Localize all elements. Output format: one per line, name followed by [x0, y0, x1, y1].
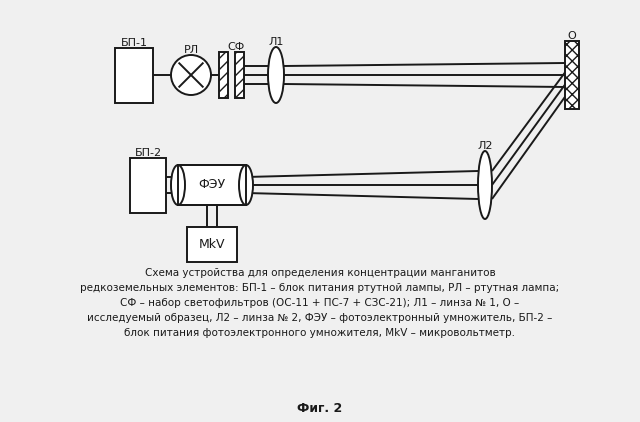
Text: РЛ: РЛ	[184, 45, 198, 55]
Bar	[178, 165, 246, 205]
Text: Схема устройства для определения концентрации манганитов: Схема устройства для определения концент…	[145, 268, 495, 278]
Text: БП-1: БП-1	[120, 38, 147, 48]
Text: исследуемый образец, Л2 – линза № 2, ФЭУ – фотоэлектронный умножитель, БП-2 –: исследуемый образец, Л2 – линза № 2, ФЭУ…	[87, 313, 553, 323]
Text: СФ – набор светофильтров (ОС-11 + ПС-7 + СЗС-21); Л1 – линза № 1, О –: СФ – набор светофильтров (ОС-11 + ПС-7 +…	[120, 298, 520, 308]
Bar	[235, 52, 244, 98]
Text: СФ: СФ	[227, 42, 244, 52]
Ellipse shape	[478, 151, 492, 219]
Bar	[130, 157, 166, 213]
Text: Л1: Л1	[268, 37, 284, 47]
Ellipse shape	[268, 47, 284, 103]
Bar	[565, 41, 579, 109]
Bar	[178, 165, 246, 205]
Text: MkV: MkV	[199, 238, 225, 251]
Bar	[115, 48, 153, 103]
Bar	[219, 52, 228, 98]
Bar	[187, 227, 237, 262]
Ellipse shape	[171, 165, 185, 205]
Text: Фиг. 2: Фиг. 2	[298, 401, 342, 414]
Ellipse shape	[171, 55, 211, 95]
Text: редкоземельных элементов: БП-1 – блок питания ртутной лампы, РЛ – ртутная лампа;: редкоземельных элементов: БП-1 – блок пи…	[81, 283, 559, 293]
Text: Л2: Л2	[477, 141, 493, 151]
Text: О: О	[568, 31, 577, 41]
Text: блок питания фотоэлектронного умножителя, MkV – микровольтметр.: блок питания фотоэлектронного умножителя…	[125, 328, 515, 338]
Ellipse shape	[239, 165, 253, 205]
Text: ФЭУ: ФЭУ	[198, 179, 225, 192]
Text: БП-2: БП-2	[134, 148, 161, 157]
